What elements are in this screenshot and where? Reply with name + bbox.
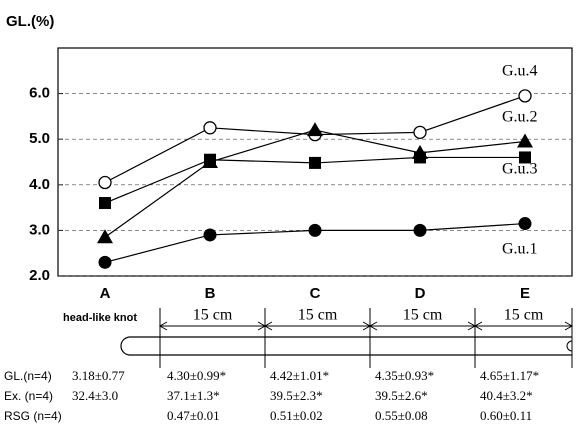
y-tick-label: 4.0 bbox=[29, 176, 50, 193]
y-tick-label: 6.0 bbox=[29, 85, 50, 102]
series-label: G.u.3 bbox=[502, 161, 538, 178]
x-tick-label: D bbox=[415, 285, 426, 302]
row-label: GL.(n=4) bbox=[4, 369, 52, 383]
marker bbox=[97, 229, 113, 243]
segment-label: 15 cm bbox=[193, 307, 233, 324]
cell: 4.42±1.01* bbox=[270, 368, 329, 383]
cell: 4.30±0.99* bbox=[167, 368, 226, 383]
series-label: G.u.2 bbox=[502, 109, 538, 126]
series-line bbox=[105, 130, 525, 237]
marker bbox=[519, 217, 532, 230]
cell: 0.55±0.08 bbox=[375, 408, 428, 423]
tube bbox=[150, 337, 572, 355]
cell: 3.18±0.77 bbox=[72, 368, 125, 383]
marker bbox=[517, 133, 533, 147]
marker bbox=[414, 126, 426, 138]
marker bbox=[309, 224, 322, 237]
x-tick-label: A bbox=[100, 285, 111, 302]
cell: 39.5±2.6* bbox=[375, 388, 428, 403]
marker bbox=[204, 154, 216, 166]
cell: 39.5±2.3* bbox=[270, 388, 323, 403]
knot bbox=[121, 337, 150, 355]
series-label: G.u.1 bbox=[502, 241, 538, 258]
marker bbox=[99, 256, 112, 269]
marker bbox=[309, 157, 321, 169]
marker bbox=[519, 90, 531, 102]
figure: GL.(%) head-like knot 2.0 3.0 4.0 5.0 6.0 A B C… bbox=[0, 0, 576, 428]
marker bbox=[414, 224, 427, 237]
x-tick-label: E bbox=[520, 285, 530, 302]
series-label: G.u.4 bbox=[502, 63, 538, 80]
marker bbox=[414, 151, 426, 163]
segment-label: 15 cm bbox=[504, 307, 544, 324]
marker bbox=[204, 122, 216, 134]
marker bbox=[99, 197, 111, 209]
y-tick-label: 5.0 bbox=[29, 130, 50, 147]
cell: 4.35±0.93* bbox=[375, 368, 434, 383]
row-label: Ex. (n=4) bbox=[4, 389, 53, 403]
x-tick-label: C bbox=[310, 285, 321, 302]
marker bbox=[204, 228, 217, 241]
y-tick-label: 2.0 bbox=[29, 267, 50, 284]
cell: 40.4±3.2* bbox=[480, 388, 533, 403]
diagram-label: head-like knot bbox=[63, 312, 137, 324]
cell: 0.60±0.11 bbox=[480, 408, 532, 423]
segment-label: 15 cm bbox=[298, 307, 338, 324]
marker bbox=[99, 177, 111, 189]
cell: 37.1±1.3* bbox=[167, 388, 220, 403]
cell: 0.51±0.02 bbox=[270, 408, 323, 423]
chart-title: GL.(%) bbox=[6, 13, 54, 30]
cell: 4.65±1.17* bbox=[480, 368, 539, 383]
segment-label: 15 cm bbox=[403, 307, 443, 324]
tube-end bbox=[567, 341, 572, 351]
marker bbox=[307, 122, 323, 136]
cell: 32.4±3.0 bbox=[72, 388, 118, 403]
cell: 0.47±0.01 bbox=[167, 408, 220, 423]
row-label: RSG (n=4) bbox=[4, 409, 62, 423]
y-tick-label: 3.0 bbox=[29, 221, 50, 238]
x-tick-label: B bbox=[205, 285, 216, 302]
